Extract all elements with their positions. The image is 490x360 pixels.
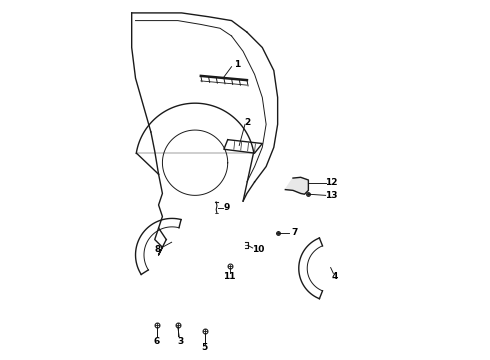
Text: 2: 2 — [244, 118, 250, 127]
Polygon shape — [285, 177, 308, 194]
Text: 10: 10 — [252, 245, 265, 254]
Text: 3: 3 — [178, 337, 184, 346]
Text: 1: 1 — [234, 60, 241, 69]
Text: 11: 11 — [223, 271, 236, 280]
Text: 6: 6 — [153, 337, 160, 346]
Text: 9: 9 — [224, 203, 230, 212]
Text: 12: 12 — [325, 178, 338, 187]
Text: 7: 7 — [292, 228, 298, 237]
Text: 5: 5 — [201, 343, 208, 352]
Text: 13: 13 — [325, 191, 338, 200]
Text: 4: 4 — [331, 271, 338, 280]
Text: 8: 8 — [155, 245, 161, 254]
